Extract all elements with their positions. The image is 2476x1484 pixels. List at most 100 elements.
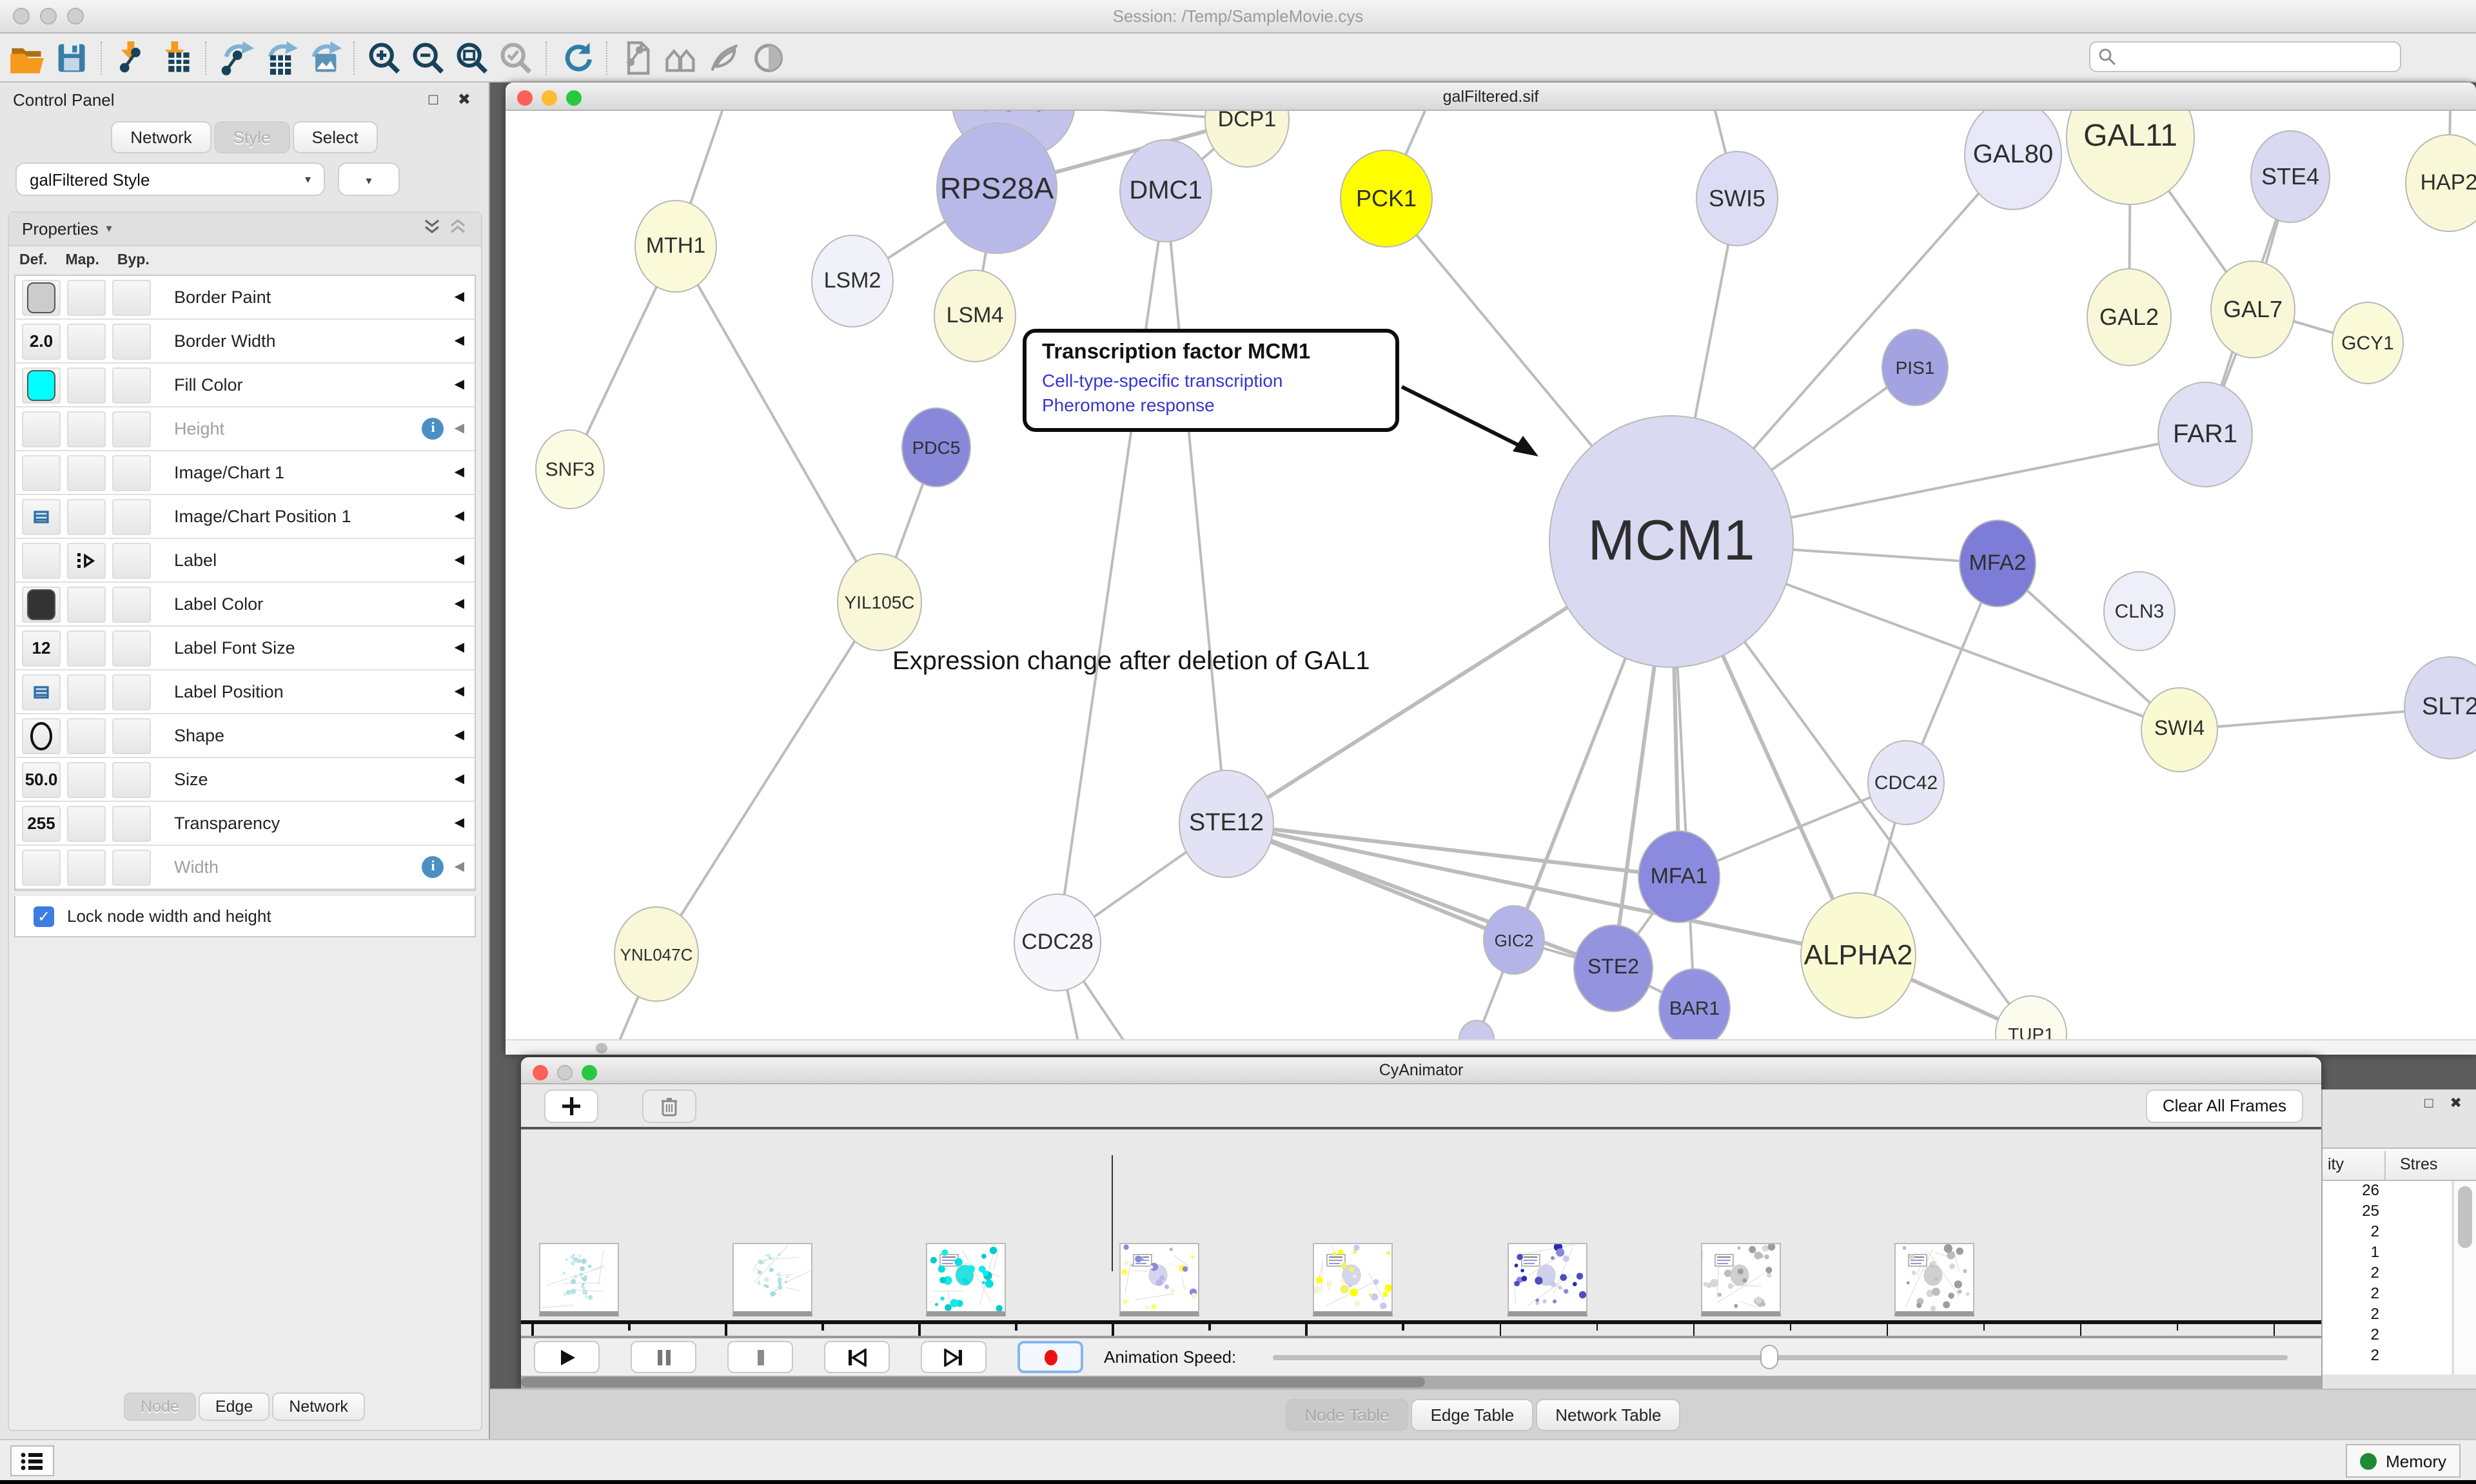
- network-node-ste12[interactable]: STE12: [1179, 770, 1274, 878]
- network-node-ste2[interactable]: STE2: [1573, 924, 1653, 1012]
- default-value-cell[interactable]: [22, 674, 61, 710]
- import-table-icon[interactable]: [153, 37, 197, 78]
- bypass-cell[interactable]: [112, 411, 151, 447]
- network-node-swi4[interactable]: SWI4: [2141, 687, 2218, 772]
- stop-button[interactable]: [727, 1341, 793, 1373]
- mapping-cell[interactable]: [67, 761, 106, 797]
- zoom-in-icon[interactable]: [362, 37, 406, 78]
- network-node-swi5[interactable]: SWI5: [1696, 151, 1778, 246]
- network-node-cdc42[interactable]: CDC42: [1867, 740, 1945, 825]
- network-node-gal2[interactable]: GAL2: [2087, 268, 2172, 366]
- panel-float-close-icons[interactable]: □ ✖: [428, 90, 478, 108]
- network-node-lsm2[interactable]: LSM2: [811, 235, 894, 327]
- frame-thumbnail-1[interactable]: [732, 1243, 813, 1316]
- network-node-slt2[interactable]: SLT2: [2404, 656, 2476, 759]
- tab-network[interactable]: Network: [111, 121, 211, 153]
- network-node-gic2[interactable]: GIC2: [1483, 905, 1545, 975]
- default-value-cell[interactable]: 255: [22, 805, 61, 841]
- expand-collapse-icons[interactable]: [422, 218, 468, 240]
- cyanimator-titlebar[interactable]: CyAnimator: [521, 1057, 2321, 1084]
- mapping-cell[interactable]: [67, 674, 106, 710]
- close-icon[interactable]: [517, 90, 533, 106]
- table-cell[interactable]: 1: [2370, 1243, 2379, 1261]
- table-cell[interactable]: 2: [2370, 1305, 2379, 1323]
- network-node-gcy1[interactable]: GCY1: [2332, 302, 2404, 384]
- property-row[interactable]: Label Color ◀: [15, 583, 475, 627]
- mapping-cell[interactable]: [67, 279, 106, 315]
- table-cell[interactable]: 2: [2370, 1325, 2379, 1343]
- timeline-hscrollbar[interactable]: [521, 1376, 2321, 1389]
- property-row[interactable]: Label Position ◀: [15, 670, 475, 714]
- property-row[interactable]: Label ◀: [15, 539, 475, 583]
- skip-end-button[interactable]: [921, 1341, 987, 1373]
- frame-thumbnail-7[interactable]: [1894, 1243, 1974, 1316]
- mapping-cell[interactable]: [67, 323, 106, 359]
- play-button[interactable]: [534, 1341, 600, 1373]
- search-input[interactable]: [2116, 46, 2392, 67]
- network-node-far1[interactable]: FAR1: [2157, 382, 2253, 487]
- network-node-hap2[interactable]: HAP2: [2405, 134, 2476, 232]
- add-frame-button[interactable]: [544, 1089, 598, 1122]
- default-value-cell[interactable]: 50.0: [22, 761, 61, 797]
- frame-thumbnail-3[interactable]: [1119, 1243, 1200, 1316]
- mapping-cell[interactable]: [67, 542, 106, 578]
- default-value-cell[interactable]: [22, 279, 61, 315]
- network-node-alpha2[interactable]: ALPHA2: [1800, 892, 1916, 1019]
- mapping-cell[interactable]: [67, 498, 106, 534]
- network-node-gal7[interactable]: GAL7: [2210, 260, 2295, 358]
- network-node-ste4[interactable]: STE4: [2250, 130, 2330, 223]
- panel-tab-network[interactable]: Network: [272, 1392, 365, 1421]
- bypass-cell[interactable]: [112, 805, 151, 841]
- show-icon[interactable]: [747, 37, 791, 78]
- property-row[interactable]: 12 Label Font Size ◀: [15, 627, 475, 670]
- network-titlebar[interactable]: galFiltered.sif: [506, 83, 2476, 111]
- mcm1-annotation[interactable]: Transcription factor MCM1 Cell-type-spec…: [1023, 329, 1399, 432]
- expand-arrow-icon[interactable]: ◀: [454, 553, 464, 567]
- expand-arrow-icon[interactable]: ◀: [454, 728, 464, 743]
- default-value-cell[interactable]: 2.0: [22, 323, 61, 359]
- clear-all-frames-button[interactable]: Clear All Frames: [2145, 1089, 2303, 1122]
- expand-arrow-icon[interactable]: ◀: [454, 290, 464, 304]
- default-value-cell[interactable]: [22, 367, 61, 403]
- expand-arrow-icon[interactable]: ◀: [454, 422, 464, 436]
- expand-arrow-icon[interactable]: ◀: [454, 465, 464, 480]
- minimize-icon[interactable]: [542, 90, 557, 106]
- tab-style[interactable]: Style: [213, 121, 290, 153]
- minimize-window-icon[interactable]: [40, 8, 57, 24]
- property-row[interactable]: Border Paint ◀: [15, 276, 475, 320]
- panel-tab-node[interactable]: Node: [124, 1392, 196, 1421]
- record-button[interactable]: [1017, 1341, 1083, 1373]
- property-row[interactable]: Image/Chart Position 1 ◀: [15, 495, 475, 539]
- network-node-mfa2[interactable]: MFA2: [1959, 520, 2036, 607]
- bypass-cell[interactable]: [112, 718, 151, 754]
- hide-icon[interactable]: [703, 37, 747, 78]
- property-row[interactable]: Height i ◀: [15, 407, 475, 451]
- network-canvas[interactable]: RPS28BDCP1RPS28ADMC1PCK1SWI5GAL80GAL11ST…: [506, 111, 2476, 1039]
- zoom-window-icon[interactable]: [582, 1065, 597, 1080]
- bypass-cell[interactable]: [112, 542, 151, 578]
- tab-edge-table[interactable]: Edge Table: [1411, 1398, 1534, 1430]
- search-box[interactable]: [2089, 41, 2401, 72]
- style-selector[interactable]: galFiltered Style ▾: [15, 162, 325, 196]
- tab-select[interactable]: Select: [292, 121, 378, 153]
- default-value-cell[interactable]: [22, 849, 61, 885]
- timeline-playhead[interactable]: [1112, 1155, 1114, 1271]
- mapping-cell[interactable]: [67, 849, 106, 885]
- zoom-selected-icon[interactable]: [494, 37, 538, 78]
- frame-thumbnail-2[interactable]: [926, 1243, 1007, 1316]
- property-row[interactable]: Image/Chart 1 ◀: [15, 451, 475, 495]
- checkbox-checked-icon[interactable]: ✓: [34, 906, 54, 926]
- bypass-cell[interactable]: [112, 323, 151, 359]
- bypass-cell[interactable]: [112, 498, 151, 534]
- default-value-cell[interactable]: 12: [22, 630, 61, 666]
- panel-float-close-icons[interactable]: □ ✖: [2424, 1096, 2468, 1111]
- expand-arrow-icon[interactable]: ◀: [454, 685, 464, 699]
- expand-arrow-icon[interactable]: ◀: [454, 641, 464, 655]
- mapping-cell[interactable]: [67, 454, 106, 491]
- mapping-cell[interactable]: [67, 367, 106, 403]
- bypass-cell[interactable]: [112, 849, 151, 885]
- network-node-lsm4[interactable]: LSM4: [934, 269, 1016, 362]
- export-image-icon[interactable]: [302, 37, 346, 78]
- property-row[interactable]: 50.0 Size ◀: [15, 758, 475, 802]
- bypass-cell[interactable]: [112, 279, 151, 315]
